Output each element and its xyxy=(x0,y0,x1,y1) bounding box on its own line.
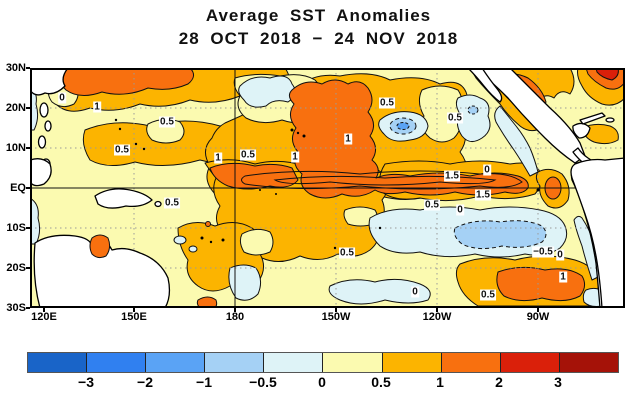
lon-tick-label: 150E xyxy=(121,311,147,323)
colorbar-tick-label: −2 xyxy=(137,374,153,390)
land-baja xyxy=(467,67,503,103)
contour-value-label: 0.5 xyxy=(114,144,130,156)
lon-tick-label: 90W xyxy=(526,311,550,323)
colorbar-tick-label: 1 xyxy=(436,374,444,390)
contour-value-label: 0 xyxy=(58,92,66,104)
lat-tick-label: 10N xyxy=(5,142,26,154)
colorbar-tick-label: 3 xyxy=(554,374,562,390)
contour-value-label: 0 xyxy=(456,204,464,216)
lat-tick-label: 30N xyxy=(5,62,26,74)
colorbar-segment xyxy=(205,353,265,372)
warm-anomaly-2-core xyxy=(595,67,619,81)
contour-value-label: 0.5 xyxy=(164,197,180,209)
contour-value-label: 1.5 xyxy=(444,170,460,182)
contour-value-label: 0.5 xyxy=(339,247,355,259)
colorbar-tick-label: −0.5 xyxy=(249,374,277,390)
map-border xyxy=(30,68,625,308)
colorbar-tick-label: 0 xyxy=(318,374,326,390)
land-north-america xyxy=(474,67,586,164)
contour-value-label: 1 xyxy=(93,101,101,113)
land-borneo xyxy=(29,158,52,187)
lat-tick-label: 10S xyxy=(6,222,26,234)
lon-tick-label: 180 xyxy=(225,311,245,323)
contour-value-label: 0 xyxy=(556,249,564,261)
lat-tick-mark xyxy=(26,267,30,269)
contour-value-label: 0.5 xyxy=(159,116,175,128)
lon-tick-mark xyxy=(335,308,337,312)
colorbar-tick-label: −3 xyxy=(78,374,94,390)
contour-value-label: 0.5 xyxy=(447,112,463,124)
lat-tick-label: 20N xyxy=(5,102,26,114)
map-plot-area xyxy=(29,67,626,309)
contour-value-label: 0.5 xyxy=(424,199,440,211)
colorbar-segment xyxy=(146,353,206,372)
contour-value-label: 1.5 xyxy=(475,189,491,201)
lat-tick-mark xyxy=(26,187,30,189)
land-new-guinea xyxy=(94,188,153,209)
equatorial-15-contours xyxy=(241,170,523,190)
lat-tick-mark xyxy=(26,107,30,109)
sst-anomaly-map xyxy=(29,67,626,309)
contour-value-label: 1 xyxy=(344,133,352,145)
lon-tick-mark xyxy=(436,308,438,312)
colorbar-tick-label: −1 xyxy=(196,374,212,390)
lat-tick-label: 20S xyxy=(6,262,26,274)
lon-tick-mark xyxy=(234,308,236,312)
land-masses xyxy=(29,67,626,309)
lon-tick-label: 120W xyxy=(422,311,452,323)
contour-value-label: 1 xyxy=(291,151,299,163)
lon-tick-mark xyxy=(537,308,539,312)
land-asia xyxy=(29,67,69,96)
chart-date-range: 28 OCT 2018 − 24 NOV 2018 xyxy=(178,29,459,48)
warm-anomaly-carpentaria xyxy=(89,234,111,259)
contour-value-label: 1 xyxy=(214,152,222,164)
lat-tick-mark xyxy=(26,67,30,69)
contour-value-label: 0 xyxy=(483,164,491,176)
lon-tick-label: 150W xyxy=(321,311,351,323)
small-islands xyxy=(114,118,540,256)
colorbar-segment xyxy=(382,353,442,372)
contour-value-label: 0.5 xyxy=(240,149,256,161)
land-hispaniola xyxy=(605,117,615,123)
land-cuba xyxy=(579,112,606,125)
contour-value-label: 0.5 xyxy=(480,289,496,301)
lon-tick-label: 120E xyxy=(31,311,57,323)
contour-value-label: −0.5 xyxy=(532,246,554,258)
colorbar-segment xyxy=(87,353,147,372)
lon-tick-mark xyxy=(133,308,135,312)
chart-title: Average SST Anomalies xyxy=(205,6,432,25)
lat-tick-mark xyxy=(26,147,30,149)
lat-tick-label: EQ xyxy=(10,182,26,194)
colorbar-segment xyxy=(559,353,618,372)
lon-tick-mark xyxy=(43,308,45,312)
colorbar-tick-label: 2 xyxy=(495,374,503,390)
land-philippines xyxy=(39,102,49,118)
contour-value-label: 1 xyxy=(559,271,567,283)
colorbar-tick-label: 0.5 xyxy=(371,374,391,390)
contour-value-label: 0.5 xyxy=(379,97,395,109)
contour-value-label: 0 xyxy=(411,286,419,298)
colorbar-segment xyxy=(264,353,324,372)
colorbar xyxy=(27,352,619,373)
lat-tick-label: 30S xyxy=(6,302,26,314)
colorbar-segment xyxy=(441,353,501,372)
lat-tick-mark xyxy=(26,227,30,229)
lat-tick-mark xyxy=(26,307,30,309)
colorbar-segment xyxy=(28,353,88,372)
colorbar-segment xyxy=(500,353,560,372)
colorbar-segment xyxy=(323,353,383,372)
